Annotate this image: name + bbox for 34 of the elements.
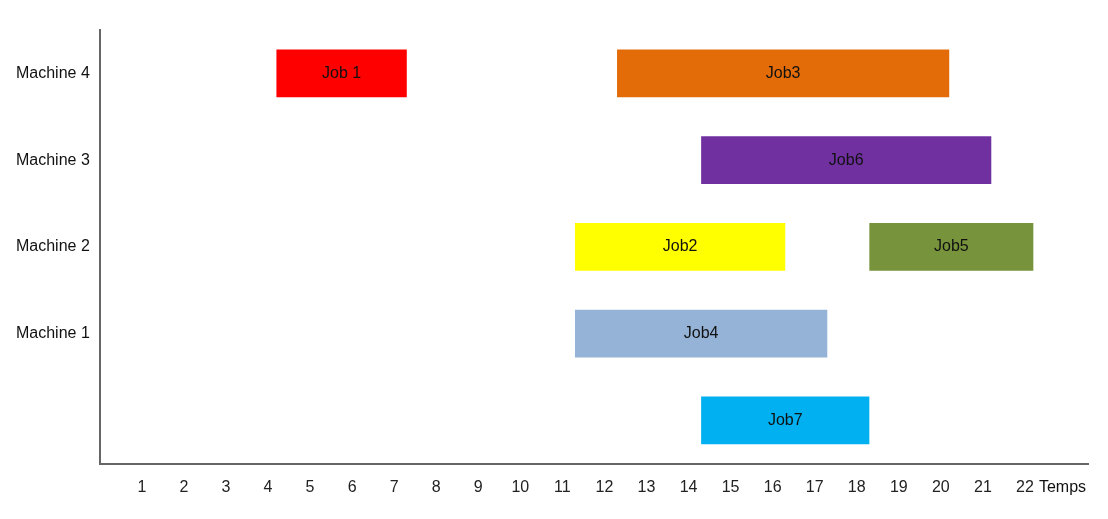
series-label: Job6 — [828, 150, 864, 168]
x-tick-label: 8 — [431, 477, 441, 495]
x-tick-label: 7 — [389, 477, 399, 495]
y-tick-label: Machine 3 — [15, 150, 90, 168]
x-tick-label: 15 — [721, 477, 740, 495]
x-tick-label: 13 — [637, 477, 656, 495]
x-tick-label: 5 — [305, 477, 315, 495]
y-tick-label: Machine 2 — [15, 237, 90, 255]
x-tick-label: 16 — [763, 477, 782, 495]
x-axis-title: Temps — [1038, 478, 1087, 496]
x-tick-label: 18 — [847, 477, 866, 495]
series-label: Job4 — [683, 324, 719, 342]
x-tick-label: 14 — [679, 477, 698, 495]
series-label: Job 1 — [322, 63, 362, 81]
x-tick-label: 21 — [973, 477, 992, 495]
x-tick-label: 2 — [179, 477, 189, 495]
x-tick-label: 12 — [595, 477, 614, 495]
x-tick-label: 1 — [137, 477, 147, 495]
x-tick-label: 4 — [263, 477, 273, 495]
x-tick-label: 3 — [221, 477, 231, 495]
y-tick-label: Machine 4 — [15, 63, 90, 81]
x-tick-label: 22 — [1016, 477, 1034, 495]
series-label: Job3 — [765, 63, 801, 81]
x-tick-label: 9 — [473, 477, 483, 495]
series-label: Job5 — [933, 237, 969, 255]
x-tick-label: 10 — [511, 477, 530, 495]
y-tick-label: Machine 1 — [15, 324, 90, 342]
x-tick-label: 11 — [554, 477, 571, 495]
x-tick-label: 17 — [805, 477, 824, 495]
series-label: Job2 — [662, 237, 698, 255]
series-label: Job7 — [767, 410, 803, 428]
x-tick-label: 19 — [889, 477, 908, 495]
x-tick-label: 6 — [347, 477, 357, 495]
x-tick-label: 20 — [931, 477, 950, 495]
